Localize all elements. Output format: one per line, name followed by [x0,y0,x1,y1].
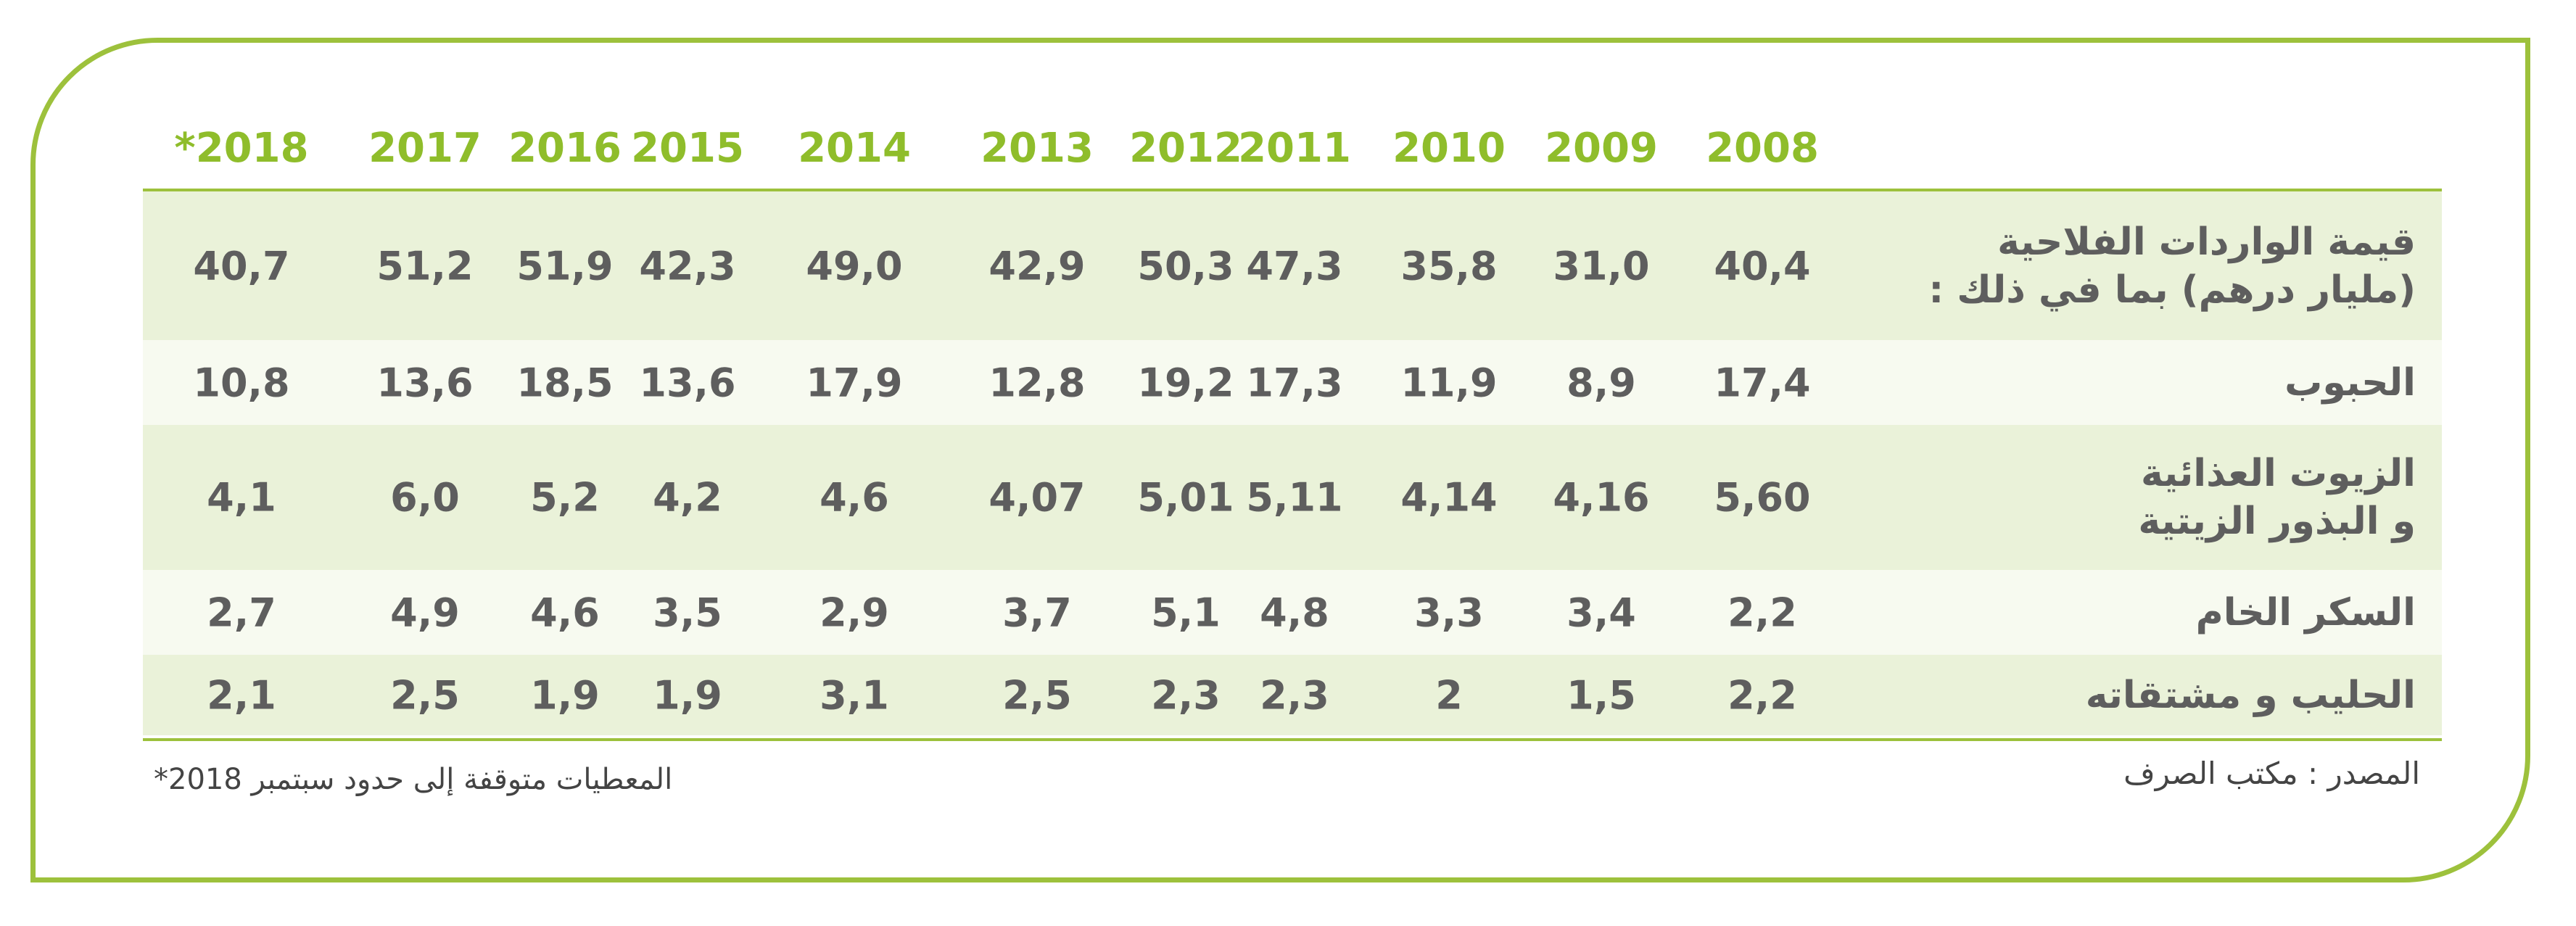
table-cell: 4,8 [1260,590,1329,635]
table-cell: 5,2 [530,474,600,521]
table-cell: 51,2 [376,243,474,289]
table-cell: 47,3 [1246,243,1343,289]
table-cell: 42,3 [639,243,736,289]
table-row: الزيوت العذائية و البذور الزيتية 5,60 4,16 4… [143,425,2442,570]
table-cell: 10,8 [193,360,290,405]
table-cell: 3,4 [1566,590,1636,635]
table-frame [30,38,2530,882]
table-cell: 18,5 [516,360,614,405]
table-cell: 2 [1435,672,1463,718]
table-cell: 19,2 [1137,360,1234,405]
table-cell: 1,9 [530,672,600,718]
table-cell: 42,9 [988,243,1086,289]
table-cell: 49,0 [806,243,903,289]
table-cell: 1,9 [653,672,722,718]
table-cell: 3,1 [820,672,889,718]
table-cell: 2,7 [207,590,276,635]
year-header: 2011 [1238,125,1351,172]
table-cell: 2,9 [820,590,889,635]
row-label-line: الزيوت العذائية [2140,452,2416,495]
table-row: السكر الخام 2,2 3,4 3,3 4,8 5,1 3,7 2,9 3,5 4,6 4,… [143,570,2442,655]
table-cell: 40,4 [1714,243,1811,289]
year-header: 2008 [1706,125,1819,172]
year-header: 2017 [368,125,482,172]
table-cell: 5,60 [1714,474,1811,521]
row-label-line: السكر الخام [2195,590,2416,634]
row-label-line: قيمة الواردات الفلاحية [1997,220,2416,264]
footer-divider [143,738,2442,741]
year-header: 2016 [508,125,622,172]
table-cell: 4,1 [207,474,276,521]
table-cell: 35,8 [1400,243,1498,289]
table-cell: 4,07 [988,474,1086,521]
table-cell: 2,5 [390,672,460,718]
table-cell: 13,6 [639,360,736,405]
source-text: المصدر : مكتب الصرف [2123,756,2420,791]
table-cell: 3,7 [1002,590,1072,635]
year-header: *2018 [174,125,309,172]
row-label: السكر الخام [2039,589,2442,637]
table-cell: 31,0 [1553,243,1650,289]
table-cell: 17,9 [806,360,903,405]
table-cell: 51,9 [516,243,614,289]
table-cell: 4,9 [390,590,460,635]
table-cell: 2,3 [1260,672,1329,718]
table-cell: 8,9 [1566,360,1636,405]
table-cell: 4,16 [1553,474,1650,521]
table-cell: 5,01 [1137,474,1234,521]
year-header: 2013 [981,125,1094,172]
row-label-line: الحبوب [2284,360,2416,405]
table-cell: 2,2 [1727,590,1797,635]
table-cell: 4,2 [653,474,722,521]
table-cell: 17,3 [1246,360,1343,405]
header-divider [143,189,2442,191]
footnote-text: المعطيات متوقفة إلى حدود سبتمبر 2018* [154,763,673,796]
table-cell: 4,6 [530,590,600,635]
year-header: 2014 [798,125,911,172]
table-cell: 12,8 [988,360,1086,405]
row-label: الزيوت العذائية و البذور الزيتية [2039,450,2442,545]
year-header: 2009 [1545,125,1658,172]
table-cell: 50,3 [1137,243,1234,289]
table-row: قيمة الواردات الفلاحية (مليار درهم) بما ف… [143,191,2442,340]
row-label: قيمة الواردات الفلاحية (مليار درهم) بما ف… [1928,218,2442,314]
table-cell: 6,0 [390,474,460,521]
table-cell: 3,5 [653,590,722,635]
table-row: الحبوب 17,4 8,9 11,9 17,3 19,2 12,8 17,9 13,6 18,… [143,340,2442,425]
row-label-line: الحليب و مشتقاته [2085,673,2416,717]
table-cell: 17,4 [1714,360,1811,405]
year-header: 2012 [1129,125,1242,172]
table-cell: 5,11 [1246,474,1343,521]
year-header: 2010 [1392,125,1506,172]
row-label-line: (مليار درهم) بما في ذلك : [1928,268,2416,312]
year-header: 2015 [631,125,744,172]
table-row: الحليب و مشتقاته 2,2 1,5 2 2,3 2,3 2,5 3,1 1,9 1,… [143,655,2442,735]
table-cell: 2,3 [1151,672,1221,718]
table-cell: 2,2 [1727,672,1797,718]
row-label: الحبوب [2039,359,2442,407]
table-cell: 40,7 [193,243,290,289]
row-label-line: و البذور الزيتية [2138,500,2416,543]
table-cell: 1,5 [1566,672,1636,718]
table-cell: 3,3 [1414,590,1484,635]
row-label: الحليب و مشتقاته [2039,671,2442,719]
table-cell: 4,14 [1400,474,1498,521]
table-cell: 2,5 [1002,672,1072,718]
table-cell: 4,6 [820,474,889,521]
table-cell: 5,1 [1151,590,1221,635]
table-cell: 13,6 [376,360,474,405]
table-cell: 11,9 [1400,360,1498,405]
table-cell: 2,1 [207,672,276,718]
